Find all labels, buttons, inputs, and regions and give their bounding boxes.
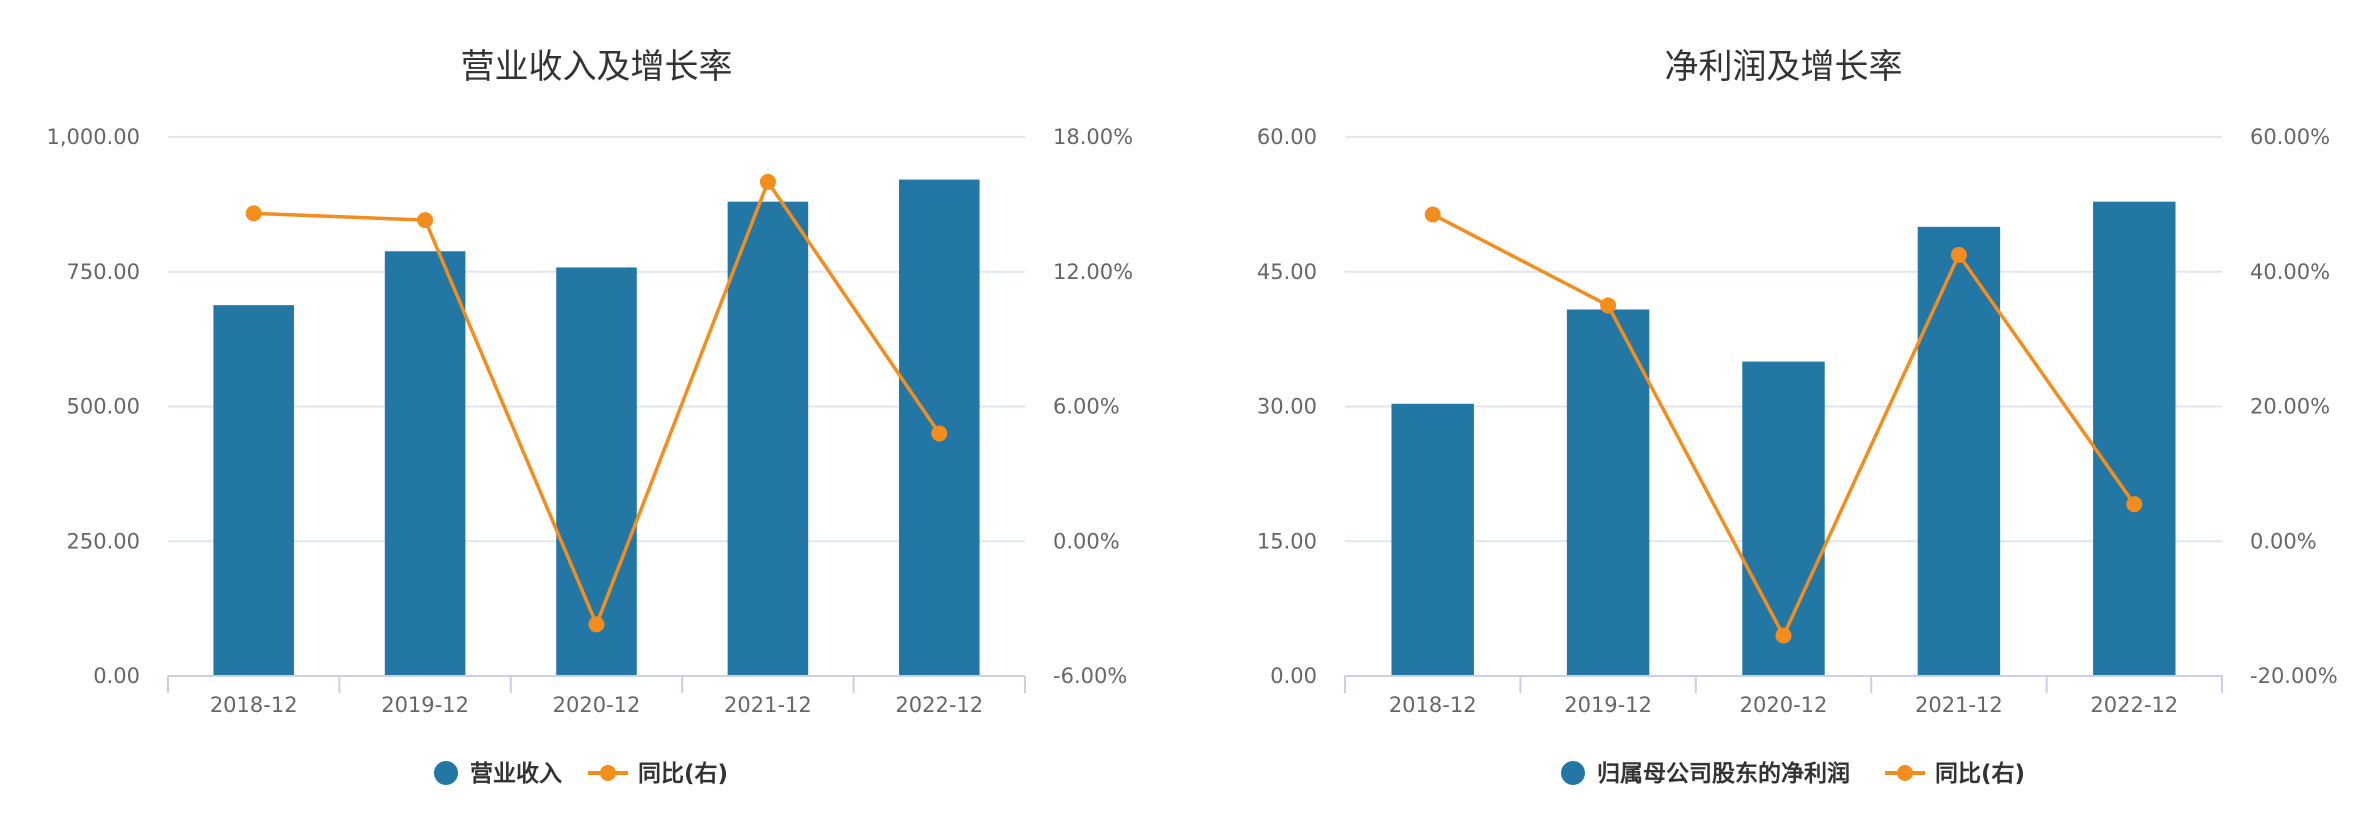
legend-line-point bbox=[600, 765, 616, 781]
bar[interactable] bbox=[213, 305, 294, 676]
y-right-tick-label: 6.00% bbox=[1053, 395, 1120, 419]
x-tick-label: 2021-12 bbox=[724, 693, 812, 717]
line-point[interactable] bbox=[1950, 246, 1967, 263]
x-tick-label: 2019-12 bbox=[1564, 693, 1652, 717]
y-right-tick-label: 40.00% bbox=[2250, 260, 2330, 284]
line-point[interactable] bbox=[245, 205, 262, 222]
bar[interactable] bbox=[1391, 403, 1474, 676]
y-right-tick-label: -20.00% bbox=[2250, 664, 2338, 688]
y-left-tick-label: 30.00 bbox=[1257, 395, 1317, 419]
legend-bar-marker[interactable] bbox=[1561, 761, 1585, 785]
chart-title: 净利润及增长率 bbox=[1665, 47, 1903, 87]
legend-line-label: 同比(右) bbox=[638, 760, 728, 787]
y-left-tick-label: 0.00 bbox=[93, 664, 140, 688]
chart-title: 营业收入及增长率 bbox=[461, 47, 733, 87]
line-point[interactable] bbox=[1600, 297, 1617, 314]
y-right-tick-label: 60.00% bbox=[2250, 125, 2330, 149]
line-point[interactable] bbox=[1424, 206, 1441, 223]
bar[interactable] bbox=[727, 201, 809, 676]
legend-bar-label: 营业收入 bbox=[470, 760, 562, 787]
legend-bar-marker[interactable] bbox=[434, 761, 458, 785]
y-left-tick-label: 1,000.00 bbox=[46, 125, 140, 149]
legend-bar-label: 归属母公司股东的净利润 bbox=[1597, 760, 1850, 787]
y-left-tick-label: 45.00 bbox=[1257, 260, 1317, 284]
x-tick-label: 2019-12 bbox=[381, 693, 469, 717]
y-right-tick-label: 0.00% bbox=[1053, 529, 1120, 553]
bar[interactable] bbox=[1917, 226, 2001, 677]
bar[interactable] bbox=[1742, 361, 1825, 676]
x-tick-label: 2018-12 bbox=[210, 693, 298, 717]
line-point[interactable] bbox=[2126, 496, 2143, 513]
y-right-tick-label: 0.00% bbox=[2250, 529, 2317, 553]
x-tick-label: 2021-12 bbox=[1915, 693, 2003, 717]
bar[interactable] bbox=[1566, 309, 1650, 676]
line-point[interactable] bbox=[759, 173, 776, 190]
line-point[interactable] bbox=[931, 425, 948, 442]
y-left-tick-label: 250.00 bbox=[67, 529, 140, 553]
y-right-tick-label: 20.00% bbox=[2250, 395, 2330, 419]
bar[interactable] bbox=[556, 267, 637, 676]
x-tick-label: 2020-12 bbox=[1740, 693, 1828, 717]
legend-line-label: 同比(右) bbox=[1935, 760, 2025, 787]
y-left-tick-label: 750.00 bbox=[67, 260, 140, 284]
y-right-tick-label: 18.00% bbox=[1053, 125, 1133, 149]
x-tick-label: 2018-12 bbox=[1389, 693, 1477, 717]
x-tick-label: 2020-12 bbox=[553, 693, 641, 717]
y-left-tick-label: 60.00 bbox=[1257, 125, 1317, 149]
y-right-tick-label: -6.00% bbox=[1053, 664, 1127, 688]
x-tick-label: 2022-12 bbox=[895, 693, 983, 717]
x-tick-label: 2022-12 bbox=[2090, 693, 2178, 717]
y-left-tick-label: 15.00 bbox=[1257, 529, 1317, 553]
legend-line-point bbox=[1897, 765, 1913, 781]
bar[interactable] bbox=[384, 251, 466, 676]
line-point[interactable] bbox=[417, 212, 434, 229]
bar[interactable] bbox=[2093, 201, 2176, 676]
line-point[interactable] bbox=[588, 616, 605, 633]
y-left-tick-label: 500.00 bbox=[67, 395, 140, 419]
y-left-tick-label: 0.00 bbox=[1270, 664, 1317, 688]
line-point[interactable] bbox=[1775, 627, 1792, 644]
y-right-tick-label: 12.00% bbox=[1053, 260, 1133, 284]
